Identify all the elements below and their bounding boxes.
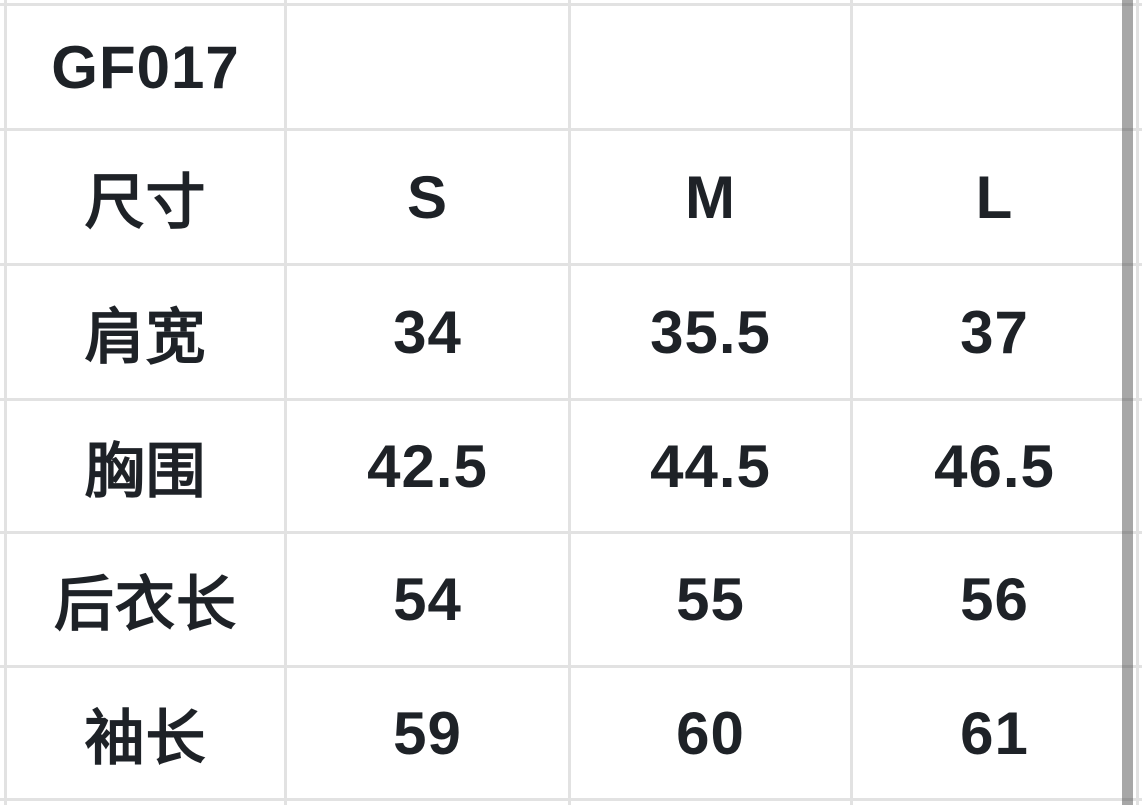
cell-partial xyxy=(0,3,7,131)
cell-shoulder-width-l: 37 xyxy=(850,263,1139,401)
cell-partial xyxy=(568,798,853,805)
cell-partial xyxy=(0,531,7,668)
cell-partial xyxy=(1136,531,1142,668)
cell-partial xyxy=(1136,0,1142,6)
cell-partial xyxy=(1136,398,1142,534)
cell-partial xyxy=(1136,3,1142,131)
cell-partial xyxy=(4,0,287,6)
cell-header-size-m: M xyxy=(568,128,853,266)
cell-partial xyxy=(4,798,287,805)
cell-sleeve-length-m: 60 xyxy=(568,665,853,801)
cell-shoulder-width-m: 35.5 xyxy=(568,263,853,401)
cell-model-code: GF017 xyxy=(4,3,287,131)
cell-empty xyxy=(284,3,571,131)
cell-sleeve-length-s: 59 xyxy=(284,665,571,801)
cell-partial xyxy=(284,0,571,6)
cell-partial xyxy=(284,798,571,805)
cell-label-shoulder-width: 肩宽 xyxy=(4,263,287,401)
cell-back-length-s: 54 xyxy=(284,531,571,668)
cell-partial xyxy=(0,798,7,805)
cell-header-size-l: L xyxy=(850,128,1139,266)
table-row-bust: 胸围 42.5 44.5 46.5 xyxy=(0,398,1142,534)
cell-partial xyxy=(1136,263,1142,401)
table-row-back-length: 后衣长 54 55 56 xyxy=(0,531,1142,668)
cell-partial xyxy=(568,0,853,6)
table-row-sleeve-length: 袖长 59 60 61 xyxy=(0,665,1142,801)
table-row-size-header: 尺寸 S M L xyxy=(0,128,1142,266)
cell-partial xyxy=(850,798,1139,805)
cell-label-bust: 胸围 xyxy=(4,398,287,534)
cell-partial xyxy=(1136,798,1142,805)
cell-bust-l: 46.5 xyxy=(850,398,1139,534)
cell-label-sleeve-length: 袖长 xyxy=(4,665,287,801)
vertical-scrollbar-thumb[interactable] xyxy=(1122,0,1133,805)
table-row-shoulder-width: 肩宽 34 35.5 37 xyxy=(0,263,1142,401)
cell-partial xyxy=(0,0,7,6)
cell-partial xyxy=(0,398,7,534)
cell-bust-s: 42.5 xyxy=(284,398,571,534)
table-row-partial-bottom xyxy=(0,798,1142,805)
cell-partial xyxy=(0,665,7,801)
cell-label-back-length: 后衣长 xyxy=(4,531,287,668)
cell-back-length-l: 56 xyxy=(850,531,1139,668)
cell-sleeve-length-l: 61 xyxy=(850,665,1139,801)
cell-partial xyxy=(0,128,7,266)
cell-partial xyxy=(850,0,1139,6)
cell-shoulder-width-s: 34 xyxy=(284,263,571,401)
cell-header-size-label: 尺寸 xyxy=(4,128,287,266)
table-row-partial-top xyxy=(0,0,1142,6)
cell-empty xyxy=(568,3,853,131)
cell-bust-m: 44.5 xyxy=(568,398,853,534)
table-row-model: GF017 xyxy=(0,3,1142,131)
cell-empty xyxy=(850,3,1139,131)
cell-back-length-m: 55 xyxy=(568,531,853,668)
cell-partial xyxy=(0,263,7,401)
cell-partial xyxy=(1136,665,1142,801)
cell-header-size-s: S xyxy=(284,128,571,266)
cell-partial xyxy=(1136,128,1142,266)
